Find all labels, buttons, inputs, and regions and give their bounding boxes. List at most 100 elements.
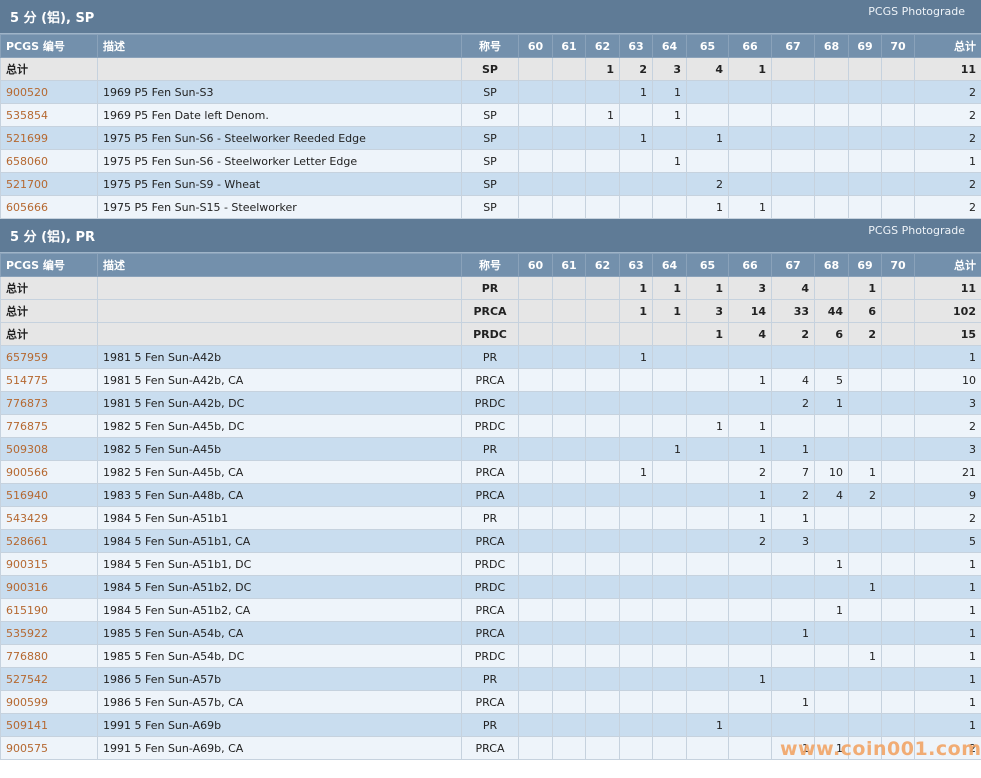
cell-grade-62 — [585, 667, 620, 691]
total-cell-grade-64: 1 — [652, 299, 687, 323]
cell-grade-66 — [728, 103, 772, 127]
cell-grade-70 — [881, 80, 915, 104]
pcgs-number-link[interactable]: 900520 — [0, 80, 98, 104]
cell-grade-64 — [652, 391, 687, 415]
pcgs-number-link[interactable]: 521699 — [0, 126, 98, 150]
pcgs-number-link[interactable]: 776880 — [0, 644, 98, 668]
cell-grade-70 — [881, 736, 915, 760]
cell-grade-68 — [814, 414, 849, 438]
pcgs-number-link[interactable]: 900566 — [0, 460, 98, 484]
pcgs-number-link[interactable]: 900599 — [0, 690, 98, 714]
cell-designation: SP — [461, 103, 519, 127]
cell-grade-61 — [552, 437, 586, 461]
pcgs-number-link[interactable]: 900316 — [0, 575, 98, 599]
cell-total: 2 — [914, 736, 981, 760]
pcgs-number-link[interactable]: 776873 — [0, 391, 98, 415]
cell-grade-70 — [881, 126, 915, 150]
pcgs-number-link[interactable]: 509308 — [0, 437, 98, 461]
total-cell-grade-62 — [585, 299, 620, 323]
cell-grade-66 — [728, 690, 772, 714]
cell-grade-66: 1 — [728, 483, 772, 507]
pcgs-number-link[interactable]: 900315 — [0, 552, 98, 576]
pcgs-number-link[interactable]: 514775 — [0, 368, 98, 392]
cell-designation: PR — [461, 506, 519, 530]
total-cell-designation: PRCA — [461, 299, 519, 323]
photograde-link[interactable]: PCGS Photograde — [868, 224, 965, 237]
column-header-grade-68: 68 — [814, 253, 849, 277]
total-cell-grade-70 — [881, 276, 915, 300]
cell-total: 1 — [914, 644, 981, 668]
column-header-grade-69: 69 — [848, 34, 882, 58]
cell-grade-68 — [814, 506, 849, 530]
cell-grade-66: 1 — [728, 667, 772, 691]
cell-grade-69 — [848, 621, 882, 645]
cell-grade-66 — [728, 713, 772, 737]
column-header-grade-65: 65 — [686, 253, 729, 277]
pcgs-number-link[interactable]: 776875 — [0, 414, 98, 438]
cell-grade-63 — [619, 575, 653, 599]
cell-description: 1984 5 Fen Sun-A51b1 — [97, 506, 462, 530]
cell-grade-65 — [686, 736, 729, 760]
pcgs-number-link[interactable]: 521700 — [0, 172, 98, 196]
pcgs-number-link[interactable]: 658060 — [0, 149, 98, 173]
cell-designation: PRCA — [461, 736, 519, 760]
cell-grade-61 — [552, 368, 586, 392]
population-table: PCGS 编号 描述 称号 60 61 62 63 64 65 66 67 68 69 70 总计 总计 PR 1… — [0, 253, 981, 760]
pcgs-number-link[interactable]: 535922 — [0, 621, 98, 645]
cell-grade-62 — [585, 195, 620, 219]
cell-grade-63 — [619, 529, 653, 553]
table-row: 527542 1986 5 Fen Sun-A57b PR 1 1 — [0, 667, 981, 691]
cell-grade-63 — [619, 103, 653, 127]
cell-grade-67 — [771, 667, 815, 691]
pcgs-number-link[interactable]: 657959 — [0, 345, 98, 369]
cell-grade-63 — [619, 552, 653, 576]
cell-description: 1969 P5 Fen Date left Denom. — [97, 103, 462, 127]
column-header-grade-60: 60 — [518, 34, 553, 58]
total-cell-grade-61 — [552, 322, 586, 346]
cell-grade-60 — [518, 667, 553, 691]
cell-grade-61 — [552, 172, 586, 196]
pcgs-number-link[interactable]: 543429 — [0, 506, 98, 530]
pcgs-number-link[interactable]: 605666 — [0, 195, 98, 219]
table-row: 543429 1984 5 Fen Sun-A51b1 PR 1 1 2 — [0, 506, 981, 530]
cell-total: 1 — [914, 345, 981, 369]
pcgs-number-link[interactable]: 535854 — [0, 103, 98, 127]
total-cell-grade-69 — [848, 57, 882, 81]
cell-grade-61 — [552, 80, 586, 104]
cell-grade-63 — [619, 690, 653, 714]
cell-grade-65: 2 — [686, 172, 729, 196]
cell-grade-68 — [814, 126, 849, 150]
pcgs-number-link[interactable]: 516940 — [0, 483, 98, 507]
total-cell-pcgs-number: 总计 — [0, 322, 98, 346]
cell-grade-66 — [728, 80, 772, 104]
cell-grade-64 — [652, 483, 687, 507]
cell-grade-65: 1 — [686, 195, 729, 219]
photograde-link[interactable]: PCGS Photograde — [868, 5, 965, 18]
cell-designation: SP — [461, 126, 519, 150]
cell-grade-60 — [518, 598, 553, 622]
cell-grade-67: 7 — [771, 460, 815, 484]
column-header-grade-62: 62 — [585, 253, 620, 277]
total-cell-description — [97, 299, 462, 323]
cell-grade-65 — [686, 103, 729, 127]
total-cell-grade-69: 1 — [848, 276, 882, 300]
column-header-total: 总计 — [914, 253, 981, 277]
pcgs-number-link[interactable]: 900575 — [0, 736, 98, 760]
cell-grade-69 — [848, 195, 882, 219]
cell-grade-68: 1 — [814, 391, 849, 415]
pcgs-number-link[interactable]: 509141 — [0, 713, 98, 737]
cell-grade-60 — [518, 126, 553, 150]
pcgs-number-link[interactable]: 528661 — [0, 529, 98, 553]
cell-grade-65 — [686, 552, 729, 576]
total-cell-grade-69: 6 — [848, 299, 882, 323]
total-cell-grade-66: 1 — [728, 57, 772, 81]
pcgs-number-link[interactable]: 615190 — [0, 598, 98, 622]
cell-grade-70 — [881, 713, 915, 737]
cell-grade-69 — [848, 345, 882, 369]
cell-grade-62 — [585, 552, 620, 576]
cell-grade-61 — [552, 529, 586, 553]
cell-grade-65 — [686, 437, 729, 461]
cell-total: 2 — [914, 103, 981, 127]
table-row: 509308 1982 5 Fen Sun-A45b PR 1 1 1 3 — [0, 437, 981, 461]
pcgs-number-link[interactable]: 527542 — [0, 667, 98, 691]
